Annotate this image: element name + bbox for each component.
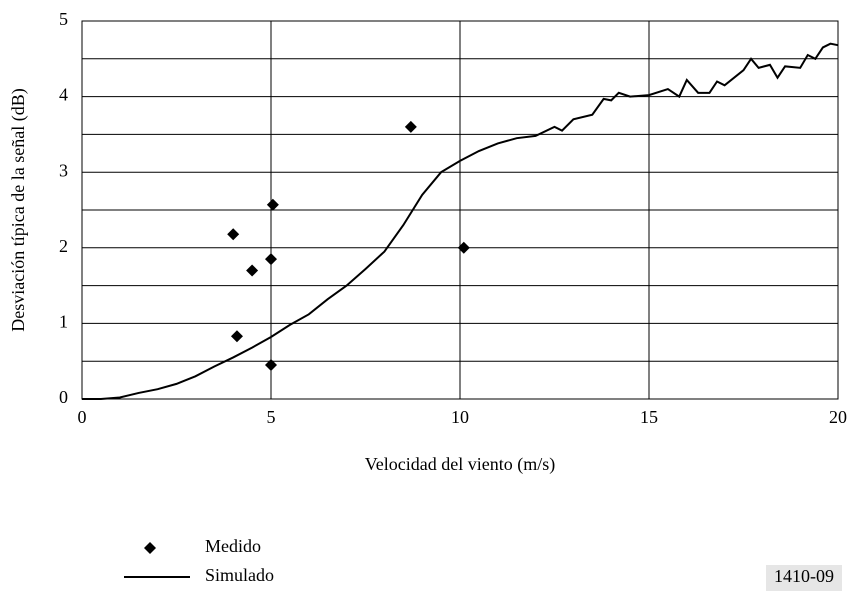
data-point (265, 253, 277, 266)
legend-marker (144, 542, 156, 554)
data-point (227, 228, 240, 241)
y-tick-label: 3 (59, 160, 68, 180)
y-tick-label: 1 (59, 312, 68, 332)
figure-id: 1410-09 (774, 566, 834, 586)
x-tick-label: 20 (829, 407, 847, 427)
legend-label: Simulado (205, 565, 274, 585)
figure-id-box (766, 565, 842, 591)
data-point (404, 120, 417, 133)
x-tick-label: 10 (451, 407, 469, 427)
plot-frame (81, 20, 839, 400)
x-tick-label: 0 (78, 407, 87, 427)
y-axis-label: Desviación típica de la señal (dB) (8, 88, 29, 331)
y-tick-label: 0 (59, 387, 68, 407)
x-tick-label: 15 (640, 407, 658, 427)
data-point (230, 330, 243, 343)
y-tick-label: 2 (59, 236, 68, 256)
x-tick-label: 5 (267, 407, 276, 427)
data-point (457, 241, 470, 254)
y-tick-label: 4 (59, 85, 68, 105)
data-point (266, 198, 279, 211)
data-point (246, 264, 259, 277)
data-point (265, 358, 277, 371)
y-tick-label: 5 (59, 9, 68, 29)
x-axis-label: Velocidad del viento (m/s) (365, 454, 555, 475)
data-line (82, 42, 839, 400)
legend-label: Medido (205, 536, 261, 556)
